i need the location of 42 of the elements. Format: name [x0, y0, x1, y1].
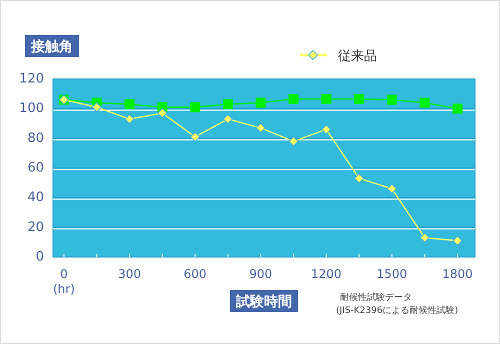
- y-tick-label: 120: [19, 72, 44, 86]
- point: [124, 99, 135, 110]
- point: [420, 232, 430, 243]
- point: [222, 99, 233, 110]
- x-tick-label: 1800: [442, 267, 473, 281]
- y-tick-label: 100: [19, 101, 44, 116]
- y-tick-label: 0: [36, 250, 44, 264]
- y-tick-label: 20: [27, 220, 44, 235]
- y-tick-label: 40: [27, 190, 44, 206]
- y-axis-title: 接触角: [30, 38, 73, 55]
- point: [386, 94, 397, 105]
- point: [387, 184, 397, 194]
- point: [354, 94, 364, 104]
- legend-label: 従来品: [338, 49, 377, 64]
- text: 耐候性試験データ: [340, 292, 412, 303]
- x-tick-label: 600: [184, 267, 207, 281]
- x-axis-title: 試験時間: [235, 293, 292, 310]
- text: (JIS-K2396による耐候性試験): [336, 305, 458, 316]
- point: [223, 114, 233, 124]
- x-tick-label: 0: [60, 267, 68, 281]
- point: [452, 236, 462, 246]
- x-tick-label: 1500: [376, 267, 408, 281]
- y-tick-label: 60: [27, 160, 44, 176]
- point: [157, 108, 168, 118]
- point: [321, 124, 332, 134]
- point: [288, 94, 299, 104]
- text: (hr): [52, 282, 75, 296]
- point: [92, 102, 102, 112]
- x-tick-label: 300: [118, 267, 141, 281]
- point: [288, 136, 298, 146]
- x-tick-label: 900: [249, 267, 272, 281]
- point: [420, 98, 430, 108]
- point: [354, 173, 364, 184]
- x-tick-label: 1200: [311, 267, 342, 281]
- point: [190, 102, 200, 112]
- y-tick-label: 80: [27, 130, 44, 146]
- point: [256, 123, 266, 133]
- point: [256, 98, 266, 108]
- point: [321, 94, 332, 104]
- point: [452, 104, 463, 114]
- point: [190, 132, 200, 142]
- point: [124, 114, 134, 124]
